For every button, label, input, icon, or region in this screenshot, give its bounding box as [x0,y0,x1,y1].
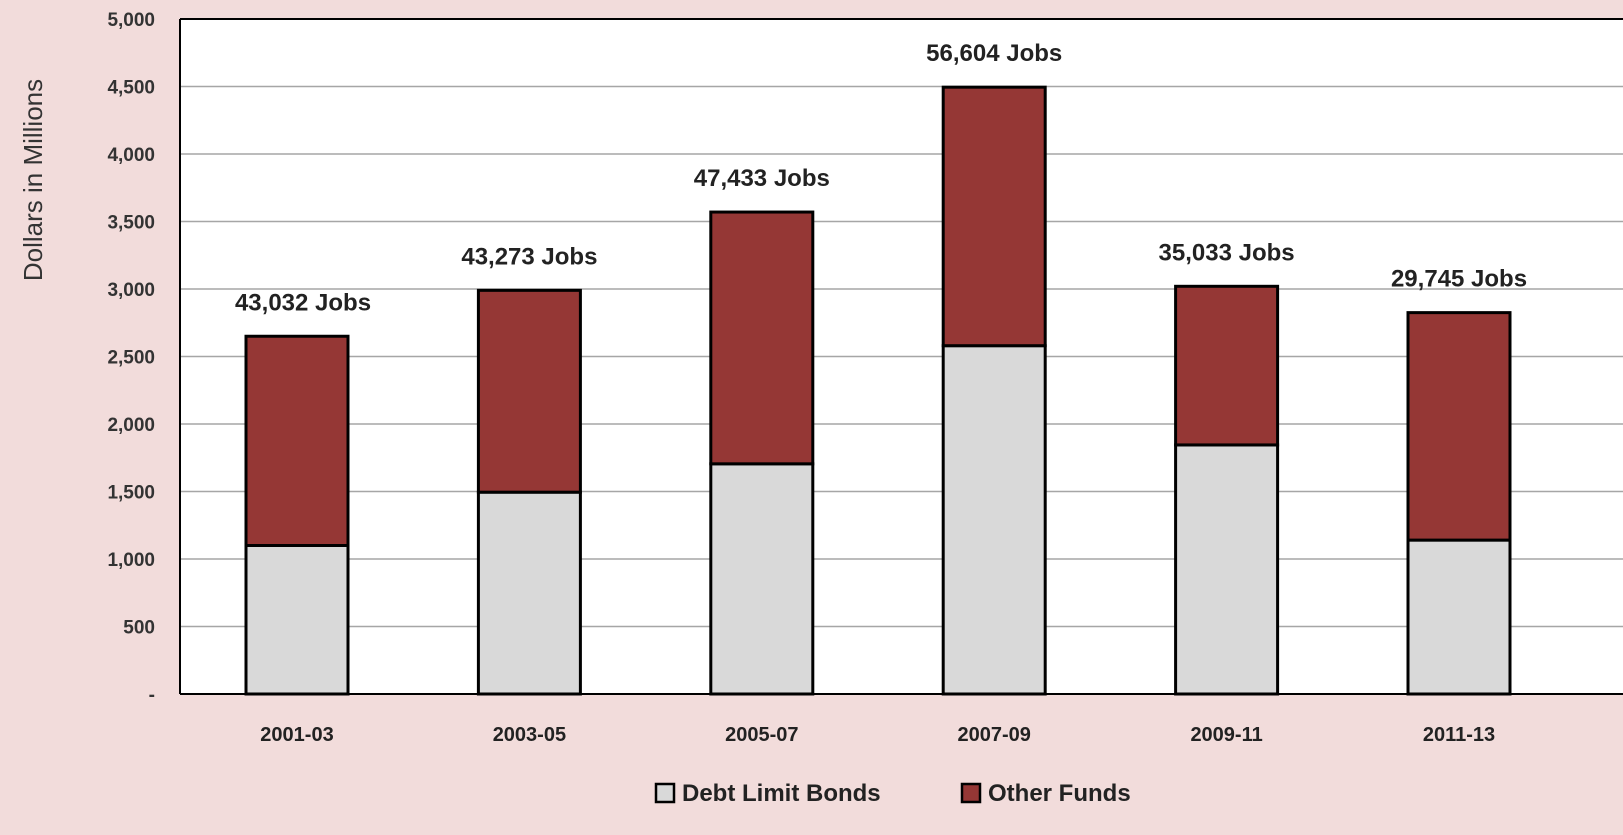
y-tick-label: 4,500 [107,78,155,99]
y-tick-label: 2,500 [107,348,155,369]
bar-segment-other-funds [1174,284,1280,447]
y-tick-label: 1,000 [107,550,155,571]
bar-segment-debt-limit-bonds [709,462,815,696]
x-axis-labels: 2001-03 2003-05 2005-07 2007-09 2009-11 2011-… [260,724,1495,746]
y-tick-label: 500 [123,618,155,639]
bar-segment-debt-limit-bonds [1406,538,1512,696]
y-tick-label: 3,000 [107,280,155,301]
bar-data-label: 43,273 Jobs [461,243,597,270]
bar-segment-other-funds [709,210,815,466]
bar-segment-other-funds [244,334,350,547]
y-tick-label: 2,000 [107,415,155,436]
x-tick-label: 2005-07 [725,724,798,746]
bar-segment-debt-limit-bonds [1174,443,1280,696]
y-tick-label: 4,000 [107,145,155,166]
legend-label-other-funds: Other Funds [988,780,1131,807]
bar-data-label: 35,033 Jobs [1159,239,1295,266]
x-tick-label: 2011-13 [1423,724,1495,746]
legend-swatch-debt-limit-bonds [654,782,676,804]
bar-segment-debt-limit-bonds [244,544,350,696]
y-tick-label: 5,000 [107,10,155,31]
bars [244,85,1512,696]
bar-segment-debt-limit-bonds [476,490,582,696]
gridlines [180,85,1623,628]
y-tick-label: - [149,685,155,706]
x-tick-label: 2009-11 [1190,724,1262,746]
legend: Debt Limit Bonds Other Funds [654,780,1131,807]
bar-segment-other-funds [476,288,582,494]
y-axis-title: Dollars in Millions [18,79,48,281]
bar-segment-other-funds [1406,311,1512,542]
x-tick-label: 2001-03 [260,724,333,746]
y-tick-label: 1,500 [107,483,155,504]
bar-data-label: 43,032 Jobs [235,289,371,316]
legend-swatch-other-funds [960,782,982,804]
bar-labels: 43,032 Jobs 43,273 Jobs 47,433 Jobs 56,604 … [235,40,1527,316]
bar-segment-other-funds [941,85,1047,348]
y-axis-ticks: - 500 1,000 1,500 2,000 2,500 3,000 3,500 4,000 4… [107,10,155,706]
bar-segment-debt-limit-bonds [941,344,1047,696]
x-tick-label: 2003-05 [493,724,566,746]
bar-data-label: 47,433 Jobs [694,165,830,192]
x-tick-label: 2007-09 [957,724,1030,746]
y-tick-label: 3,500 [107,213,155,234]
bar-data-label: 56,604 Jobs [926,40,1062,67]
bar-data-label: 29,745 Jobs [1391,266,1527,293]
legend-label-debt-limit-bonds: Debt Limit Bonds [682,780,881,807]
